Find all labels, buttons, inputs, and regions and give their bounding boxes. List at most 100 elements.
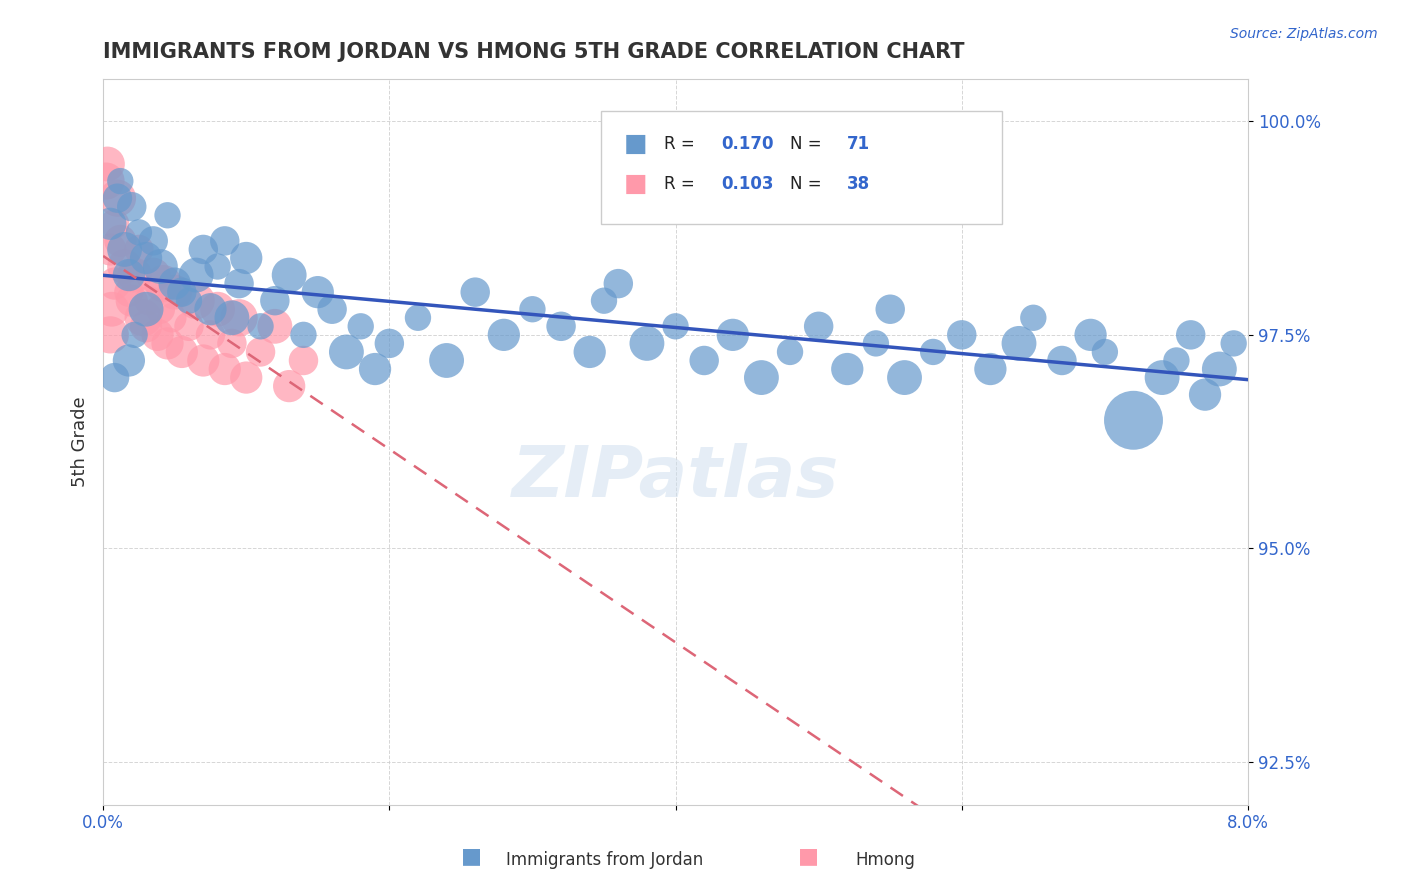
Point	[170, 285, 193, 300]
Point	[160, 310, 183, 325]
Point	[879, 302, 901, 317]
Point	[94, 174, 117, 188]
Point	[807, 319, 830, 334]
Point	[593, 293, 616, 308]
Point	[664, 319, 686, 334]
Point	[214, 362, 236, 376]
Point	[578, 345, 600, 359]
Point	[114, 243, 136, 257]
Point	[221, 310, 243, 325]
Point	[177, 293, 200, 308]
Point	[128, 243, 150, 257]
Point	[128, 225, 150, 239]
Point	[96, 157, 118, 171]
Point	[142, 234, 165, 248]
Point	[751, 370, 773, 384]
Point	[118, 285, 141, 300]
Point	[163, 277, 186, 291]
Text: N =: N =	[790, 175, 827, 193]
Point	[186, 268, 208, 282]
Text: 0.170: 0.170	[721, 135, 773, 153]
Point	[207, 260, 229, 274]
Point	[124, 327, 146, 342]
Point	[292, 353, 315, 368]
Text: Immigrants from Jordan: Immigrants from Jordan	[506, 851, 703, 869]
Point	[98, 243, 121, 257]
Point	[249, 345, 271, 359]
Point	[1080, 327, 1102, 342]
Point	[107, 191, 129, 205]
Point	[177, 319, 200, 334]
Point	[492, 327, 515, 342]
Point	[214, 234, 236, 248]
Point	[865, 336, 887, 351]
Point	[221, 336, 243, 351]
Point	[607, 277, 630, 291]
Point	[135, 302, 157, 317]
Point	[1022, 310, 1045, 325]
Point	[321, 302, 343, 317]
Point	[138, 293, 160, 308]
Point	[335, 345, 357, 359]
Point	[135, 251, 157, 265]
Point	[235, 251, 257, 265]
Point	[228, 310, 250, 325]
Point	[1008, 336, 1031, 351]
Point	[278, 379, 301, 393]
Point	[235, 370, 257, 384]
Text: 0.103: 0.103	[721, 175, 773, 193]
Text: N =: N =	[790, 135, 827, 153]
Point	[149, 260, 172, 274]
Point	[1094, 345, 1116, 359]
Point	[200, 302, 222, 317]
Point	[98, 327, 121, 342]
Point	[278, 268, 301, 282]
Point	[98, 217, 121, 231]
Point	[142, 268, 165, 282]
Point	[721, 327, 744, 342]
Text: R =: R =	[664, 175, 700, 193]
Text: IMMIGRANTS FROM JORDAN VS HMONG 5TH GRADE CORRELATION CHART: IMMIGRANTS FROM JORDAN VS HMONG 5TH GRAD…	[103, 42, 965, 62]
Point	[522, 302, 544, 317]
Point	[922, 345, 945, 359]
Text: R =: R =	[664, 135, 700, 153]
Point	[636, 336, 658, 351]
Text: ■: ■	[461, 847, 481, 866]
Y-axis label: 5th Grade: 5th Grade	[72, 396, 89, 487]
Text: ■: ■	[624, 172, 648, 196]
Point	[118, 268, 141, 282]
Point	[406, 310, 429, 325]
Point	[100, 302, 122, 317]
Point	[114, 260, 136, 274]
Point	[364, 362, 387, 376]
Point	[135, 319, 157, 334]
Point	[979, 362, 1001, 376]
Point	[263, 293, 285, 308]
Point	[110, 234, 132, 248]
Point	[1166, 353, 1188, 368]
Point	[193, 353, 215, 368]
Point	[307, 285, 329, 300]
Point	[464, 285, 486, 300]
Point	[156, 336, 179, 351]
Point	[170, 345, 193, 359]
Point	[950, 327, 973, 342]
Point	[436, 353, 458, 368]
Point	[263, 319, 285, 334]
Text: ■: ■	[624, 132, 648, 156]
Point	[103, 370, 125, 384]
Point	[249, 319, 271, 334]
Point	[1194, 387, 1216, 401]
Point	[228, 277, 250, 291]
Point	[103, 217, 125, 231]
Text: 38: 38	[848, 175, 870, 193]
Text: ZIPatlas: ZIPatlas	[512, 443, 839, 512]
Point	[200, 327, 222, 342]
Point	[121, 200, 143, 214]
Point	[292, 327, 315, 342]
FancyBboxPatch shape	[602, 112, 1002, 224]
Point	[1122, 413, 1144, 427]
Point	[350, 319, 373, 334]
Point	[146, 327, 169, 342]
Point	[107, 191, 129, 205]
